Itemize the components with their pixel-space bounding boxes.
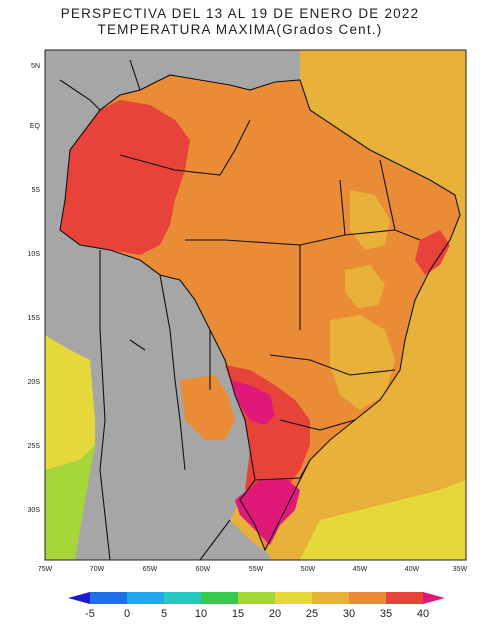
colorbar-tick: 15 (232, 608, 244, 620)
lat-label: 15S (28, 315, 41, 322)
pacific-yellow-region (45, 335, 95, 470)
map-frame (44, 49, 467, 561)
lat-label: 5N (31, 63, 40, 70)
latitude-labels: 5N EQ 5S 10S 15S 20S 25S 30S (28, 63, 41, 514)
colorbar-tick: 10 (195, 608, 207, 620)
lon-label: 55W (249, 566, 264, 573)
lon-label: 75W (38, 566, 53, 573)
land-other-countries (45, 50, 300, 560)
colorbar-segment (201, 592, 238, 604)
pacific-green-region (45, 445, 95, 560)
east-yellow-patch (345, 265, 385, 308)
colorbar-segment (164, 592, 201, 604)
lat-label: 10S (28, 251, 41, 258)
brazil-border-line (59, 74, 461, 552)
northeast-coast-red-region (415, 230, 450, 275)
states-east-line (299, 229, 421, 246)
colorbar-segment (275, 592, 312, 604)
lat-label: 25S (28, 443, 41, 450)
colorbar-segment (238, 592, 275, 604)
states-rs-line (254, 459, 311, 481)
map-title-line2: TEMPERATURA MAXIMA(Grados Cent.) (97, 22, 383, 37)
lat-label: 20S (28, 379, 41, 386)
map-title-line1: PERSPECTIVA DEL 13 AL 19 DE ENERO DE 202… (60, 6, 420, 21)
neighbor-borders-line (59, 59, 231, 560)
colorbar-segment (349, 592, 386, 604)
colorbar-segment (386, 592, 423, 604)
colorbar-tick: 40 (417, 608, 429, 620)
colorbar-tick: 0 (124, 608, 130, 620)
lon-label: 45W (353, 566, 368, 573)
lon-label: 60W (196, 566, 211, 573)
lat-label: 5S (31, 187, 40, 194)
colorbar-segment (90, 592, 127, 604)
map-area (45, 50, 466, 560)
colorbar: -5 0 5 10 15 20 25 30 35 40 (68, 592, 445, 620)
states-north-line (119, 119, 251, 176)
ocean-yellow-band (300, 480, 466, 560)
lon-label: 65W (143, 566, 158, 573)
states-south-line (269, 354, 396, 376)
lat-label: EQ (30, 123, 41, 130)
states-southeast-line (279, 419, 356, 431)
longitude-labels: 75W 70W 65W 60W 55W 50W 45W 40W 35W (38, 566, 468, 573)
colorbar-arrow-right (423, 592, 445, 604)
lon-label: 35W (453, 566, 468, 573)
northeast-yellow-patch (350, 190, 390, 250)
west-amazon-red-region (60, 100, 190, 255)
rio-grande-magenta-region (235, 478, 300, 545)
lon-label: 50W (301, 566, 316, 573)
colorbar-tick: 20 (269, 608, 281, 620)
lon-label: 70W (90, 566, 105, 573)
colorbar-arrow-left (68, 592, 90, 604)
states-ne-line (339, 159, 396, 236)
pampa-orange-region (180, 375, 235, 440)
south-magenta-region (230, 380, 275, 425)
political-borders (59, 59, 461, 560)
colorbar-tick: 35 (380, 608, 392, 620)
colorbar-tick: -5 (85, 608, 95, 620)
colorbar-tick: 25 (306, 608, 318, 620)
colorbar-segment (312, 592, 349, 604)
lat-label: 30S (28, 507, 41, 514)
lon-label: 40W (405, 566, 420, 573)
colorbar-tick: 30 (343, 608, 355, 620)
colorbar-tick: 5 (161, 608, 167, 620)
colorbar-segment (127, 592, 164, 604)
central-yellow-patch (330, 315, 395, 410)
